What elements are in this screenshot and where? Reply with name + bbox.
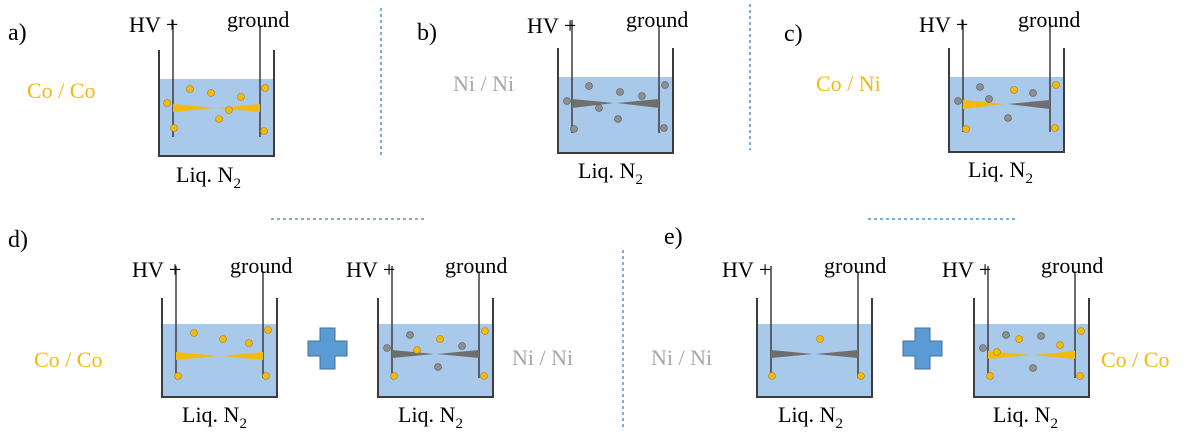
- ground-label: ground: [1018, 7, 1080, 32]
- liquid-nitrogen: [757, 324, 872, 397]
- nanoparticles: [768, 335, 865, 380]
- liquid-nitrogen: [378, 324, 493, 397]
- beaker: [158, 50, 275, 157]
- nanoparticles: [383, 327, 489, 380]
- liquid-label: Liq. N2: [182, 402, 247, 432]
- nanoparticles: [163, 84, 269, 135]
- cell-e-left: HV + ground Liq. N2: [722, 253, 886, 432]
- electrode-hv: [771, 350, 813, 358]
- beaker: [557, 48, 674, 154]
- electrode-hv: [392, 350, 434, 358]
- ground-label: ground: [230, 253, 292, 278]
- hv-label: HV +: [129, 12, 178, 37]
- electrode-ground: [437, 350, 479, 358]
- electrode-hv: [173, 104, 215, 112]
- hv-label: HV +: [346, 257, 395, 282]
- panel-label-e: e): [664, 224, 683, 250]
- liquid-nitrogen: [949, 77, 1064, 152]
- pair-label-b: Ni / Ni: [453, 71, 514, 96]
- nanoparticles: [174, 326, 272, 380]
- plus-icon: [307, 327, 348, 370]
- panel-label-b: b): [417, 20, 437, 46]
- nanoparticles: [979, 327, 1085, 380]
- panel-label-a: a): [8, 20, 27, 46]
- liquid-nitrogen: [162, 324, 277, 397]
- beaker: [756, 298, 873, 398]
- hv-label: HV +: [919, 12, 968, 37]
- hv-label: HV +: [942, 257, 991, 282]
- cell-a: HV + ground Liq. N2: [129, 7, 289, 192]
- electrode-hv-cobalt: [963, 100, 1005, 109]
- plus-icon: [902, 327, 943, 370]
- electrode-ground: [617, 99, 659, 108]
- liquid-nitrogen: [974, 324, 1089, 397]
- electrode-hv: [176, 352, 218, 360]
- electrode-ground: [816, 350, 858, 358]
- hv-label: HV +: [722, 257, 771, 282]
- electrode-ground: [221, 352, 263, 360]
- electrode-ground-cobalt: [1033, 351, 1075, 359]
- pair-label-c: Co / Ni: [816, 71, 881, 96]
- liquid-label: Liq. N2: [578, 158, 643, 188]
- electrode-ground-nickel: [1008, 100, 1050, 109]
- cell-e-right: HV + ground Liq. N2: [942, 253, 1103, 432]
- liquid-label: Liq. N2: [398, 402, 463, 432]
- pair-label-a: Co / Co: [27, 78, 95, 103]
- liquid-label: Liq. N2: [968, 157, 1033, 187]
- cell-d-right: HV + ground Liq. N2: [346, 253, 507, 432]
- liquid-nitrogen: [558, 77, 673, 153]
- ground-label: ground: [1041, 253, 1103, 278]
- beaker: [948, 48, 1065, 153]
- hv-label: HV +: [527, 13, 576, 38]
- pair-label-d-right: Ni / Ni: [512, 345, 573, 370]
- beaker: [973, 298, 1090, 398]
- electrode-ground: [218, 104, 260, 112]
- pair-label-e-right: Co / Co: [1101, 347, 1169, 372]
- nanoparticles: [954, 81, 1060, 133]
- liquid-label: Liq. N2: [176, 162, 241, 192]
- ground-label: ground: [824, 253, 886, 278]
- liquid-label: Liq. N2: [993, 402, 1058, 432]
- ground-label: ground: [445, 253, 507, 278]
- panel-label-d: d): [8, 227, 28, 253]
- panel-label-c: c): [784, 21, 803, 47]
- cell-c: HV + ground Liq. N2: [919, 7, 1080, 187]
- electrode-hv: [572, 99, 614, 108]
- nanoparticles: [563, 81, 669, 133]
- beaker: [377, 298, 494, 398]
- pair-label-e-left: Ni / Ni: [651, 345, 712, 370]
- ground-label: ground: [227, 7, 289, 32]
- cell-b: HV + ground Liq. N2: [527, 7, 688, 188]
- pair-label-d-left: Co / Co: [34, 347, 102, 372]
- ground-label: ground: [626, 7, 688, 32]
- beaker: [161, 298, 278, 398]
- hv-label: HV +: [132, 257, 181, 282]
- cell-d-left: HV + ground Liq. N2: [132, 253, 292, 432]
- liquid-label: Liq. N2: [778, 402, 843, 432]
